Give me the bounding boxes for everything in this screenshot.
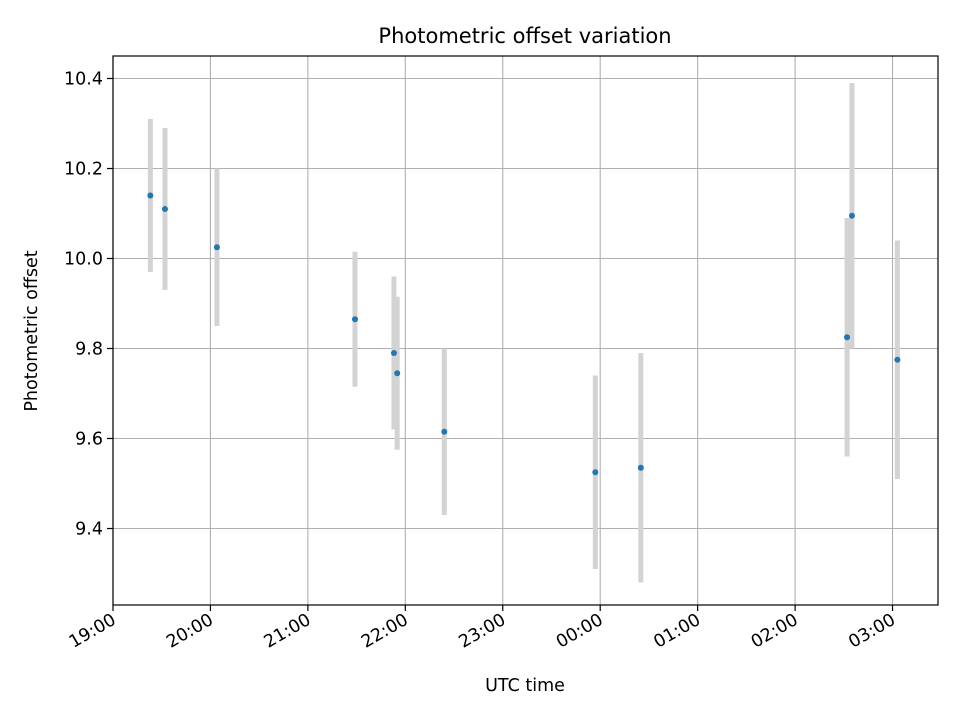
x-tick-label: 00:00 (553, 610, 607, 653)
x-axis-label: UTC time (485, 676, 565, 696)
data-point (592, 469, 599, 476)
x-tick-label: 22:00 (358, 610, 412, 653)
data-point (441, 428, 448, 435)
data-points (147, 192, 901, 476)
data-point (637, 464, 644, 471)
y-tick-label: 10.4 (64, 70, 103, 90)
y-tick-label: 9.6 (75, 430, 103, 450)
y-tick-label: 9.4 (75, 520, 103, 540)
x-tick-label: 21:00 (261, 610, 315, 653)
data-point (213, 244, 220, 251)
x-tick-label: 23:00 (456, 610, 510, 653)
y-axis-ticks: 9.4 9.6 9.8 10.0 10.2 10.4 (64, 70, 113, 540)
y-tick-label: 10.0 (64, 250, 103, 270)
x-tick-label: 19:00 (66, 610, 120, 653)
x-tick-label: 03:00 (845, 610, 899, 653)
y-tick-label: 9.8 (75, 340, 103, 360)
grid (112, 56, 938, 605)
y-axis-label: Photometric offset (22, 250, 42, 411)
data-point (844, 334, 851, 341)
x-tick-label: 01:00 (650, 610, 704, 653)
data-point (848, 212, 855, 219)
data-point (161, 206, 168, 212)
data-point (894, 356, 901, 363)
x-tick-label: 20:00 (163, 610, 217, 653)
x-axis-ticks: 19:00 20:00 21:00 22:00 23:00 00:00 01:00 02:00… (66, 605, 899, 653)
data-point (390, 350, 397, 356)
data-point (351, 316, 358, 323)
x-tick-label: 02:00 (748, 610, 802, 653)
y-tick-label: 10.2 (64, 160, 103, 180)
chart-title: Photometric offset variation (378, 24, 671, 48)
data-point (394, 370, 401, 377)
error-bars (147, 83, 900, 583)
data-point (147, 192, 154, 199)
plot-frame (112, 55, 939, 606)
